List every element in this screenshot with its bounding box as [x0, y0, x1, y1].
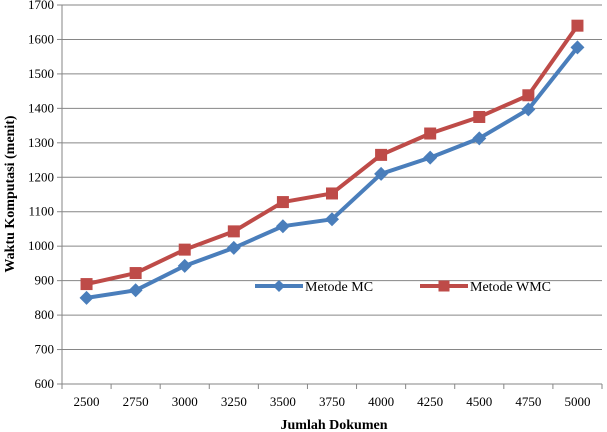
- legend-mc-label: Metode MC: [305, 280, 373, 295]
- data-point: [423, 150, 438, 165]
- x-tick-label-4250: 4250: [417, 394, 443, 409]
- y-tick-label-1200: 1200: [28, 169, 54, 184]
- y-tick-label-900: 900: [35, 273, 55, 288]
- data-point: [374, 166, 389, 181]
- data-point: [226, 240, 241, 255]
- data-point: [129, 267, 142, 280]
- legend-mc-marker: [273, 280, 285, 292]
- y-tick-label-600: 600: [35, 376, 55, 391]
- y-tick-label-800: 800: [35, 307, 55, 322]
- x-tick-label-3750: 3750: [319, 394, 345, 409]
- x-tick-label-3500: 3500: [270, 394, 296, 409]
- x-axis-title: Jumlah Dokumen: [281, 418, 388, 432]
- y-tick-label-1100: 1100: [28, 204, 54, 219]
- x-tick-label-3000: 3000: [172, 394, 198, 409]
- legend: Metode MC Metode WMC: [255, 280, 551, 295]
- data-point: [178, 243, 191, 256]
- legend-wmc-marker: [438, 280, 450, 292]
- y-axis-title: Waktu Komputasi (menit): [3, 115, 18, 272]
- x-tick-label-4500: 4500: [466, 394, 492, 409]
- data-point: [375, 148, 388, 161]
- data-point: [522, 89, 535, 102]
- data-point: [472, 131, 487, 146]
- data-point: [326, 187, 338, 200]
- x-tick-label-2500: 2500: [74, 394, 100, 409]
- x-tick-label-4750: 4750: [515, 394, 541, 409]
- x-tick-label-4000: 4000: [368, 394, 394, 409]
- y-tick-label-1600: 1600: [28, 31, 54, 46]
- data-point: [521, 102, 536, 117]
- series-metode-mc: [79, 40, 585, 305]
- y-tick-label-1400: 1400: [28, 100, 54, 115]
- y-tick-label-1700: 1700: [28, 0, 54, 12]
- y-tick-label-1000: 1000: [28, 238, 54, 253]
- data-point: [571, 19, 584, 32]
- legend-wmc-label: Metode WMC: [470, 280, 551, 295]
- x-tick-label-3250: 3250: [221, 394, 247, 409]
- x-tick-labels: 2500 2750 3000 3250 3500 3750 4000 4250 4500 4750…: [74, 394, 591, 409]
- data-point: [424, 127, 437, 140]
- x-tick-label-5000: 5000: [564, 394, 590, 409]
- data-point: [325, 212, 339, 227]
- data-point: [80, 278, 93, 291]
- data-point: [79, 290, 94, 305]
- data-point: [473, 110, 486, 123]
- data-point: [570, 40, 585, 55]
- y-tick-labels: 600 700 800 900 1000 1100 1200 1300 1400 1500 1600…: [28, 0, 54, 391]
- x-tick-label-2750: 2750: [123, 394, 149, 409]
- data-point: [177, 258, 192, 273]
- axes: [57, 4, 603, 389]
- y-tick-label-1300: 1300: [28, 135, 54, 150]
- y-tick-label-700: 700: [35, 342, 55, 357]
- data-point: [227, 225, 240, 238]
- series-line: [86, 24, 580, 287]
- y-tick-label-1500: 1500: [28, 66, 54, 81]
- series-metode-wmc: [80, 19, 584, 291]
- gridlines: [62, 4, 602, 351]
- data-point: [275, 219, 290, 234]
- series-lines: [79, 19, 585, 305]
- data-point: [128, 283, 143, 298]
- data-point: [276, 196, 289, 209]
